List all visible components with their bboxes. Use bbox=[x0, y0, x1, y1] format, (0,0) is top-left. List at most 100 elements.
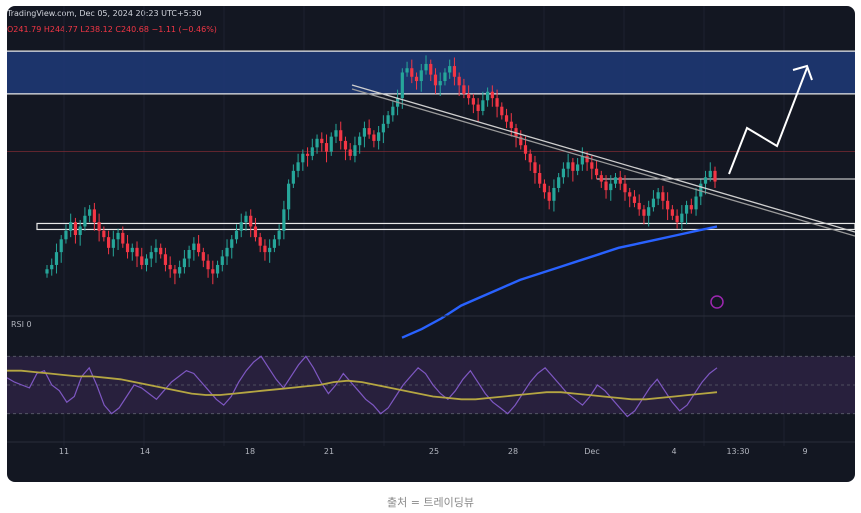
x-tick-label: 4 bbox=[671, 447, 676, 456]
projection-arrow bbox=[728, 67, 808, 175]
candle-body bbox=[576, 164, 580, 171]
candle-body bbox=[377, 132, 381, 141]
candle-body bbox=[244, 215, 248, 223]
candle-body bbox=[106, 237, 111, 248]
candle-body bbox=[680, 213, 684, 223]
candle-body bbox=[343, 140, 348, 150]
candle-body bbox=[599, 175, 603, 182]
chart-source-header: TradingView.com, Dec 05, 2024 20:23 UTC+… bbox=[7, 9, 367, 23]
candle-body bbox=[258, 237, 262, 246]
candle-body bbox=[187, 249, 191, 259]
candle-body bbox=[201, 252, 205, 261]
candle-body bbox=[433, 74, 438, 86]
candle-body bbox=[504, 115, 509, 122]
candle-body bbox=[324, 143, 329, 152]
candle-body bbox=[45, 269, 49, 274]
candle-body bbox=[353, 145, 357, 156]
candle-body bbox=[135, 247, 139, 257]
candle-body bbox=[64, 230, 68, 240]
candle-body bbox=[192, 243, 196, 250]
x-tick-label: 21 bbox=[324, 447, 334, 456]
candle-body bbox=[168, 264, 172, 270]
candle-body bbox=[296, 162, 300, 171]
candle-body bbox=[315, 138, 319, 148]
candle-body bbox=[509, 121, 513, 129]
x-tick-label: 28 bbox=[508, 447, 518, 456]
candle-body bbox=[173, 269, 177, 274]
candle-body bbox=[234, 230, 239, 240]
candle-body bbox=[604, 181, 608, 191]
candle-body bbox=[628, 192, 632, 197]
candle-body bbox=[438, 81, 442, 86]
candle-body bbox=[647, 207, 651, 216]
support-band bbox=[36, 222, 855, 231]
price-chart-svg: 11 14 18 21 25 28 Dec 4 13:30 9 bbox=[7, 6, 855, 456]
candle-body bbox=[272, 239, 277, 248]
candle-body bbox=[282, 209, 286, 231]
candle-body bbox=[163, 254, 168, 265]
candle-body bbox=[684, 205, 689, 214]
candle-body bbox=[83, 215, 87, 227]
candle-body bbox=[561, 168, 565, 178]
candle-body bbox=[462, 85, 466, 94]
candle-body bbox=[277, 230, 281, 240]
candle-body bbox=[206, 260, 210, 270]
candle-body bbox=[386, 115, 390, 124]
candle-body bbox=[144, 258, 149, 265]
candle-body bbox=[571, 162, 575, 171]
image-caption: 출처 = 트레이딩뷰 bbox=[386, 496, 475, 509]
candle-body bbox=[448, 66, 452, 73]
candle-body bbox=[310, 147, 314, 156]
candle-body bbox=[59, 239, 63, 253]
candle-body bbox=[618, 177, 622, 184]
candle-body bbox=[566, 162, 570, 169]
candle-body bbox=[471, 98, 475, 105]
candle-body bbox=[239, 222, 243, 231]
candle-body bbox=[557, 177, 561, 188]
candle-body bbox=[197, 243, 201, 253]
candle-body bbox=[140, 256, 144, 265]
candle-body bbox=[88, 209, 92, 216]
candle-body bbox=[111, 239, 115, 248]
candle-body bbox=[125, 243, 130, 253]
candle-body bbox=[429, 63, 433, 75]
candle-body bbox=[121, 232, 125, 244]
candle-body bbox=[485, 91, 490, 101]
x-tick-label: 25 bbox=[429, 447, 439, 456]
candle-body bbox=[301, 153, 305, 163]
candle-body bbox=[268, 247, 272, 253]
candle-body bbox=[149, 252, 153, 259]
candle-body bbox=[443, 72, 447, 82]
candle-body bbox=[580, 155, 584, 165]
x-tick-label: 11 bbox=[59, 447, 69, 456]
x-tick-label: Dec bbox=[584, 447, 599, 456]
candle-body bbox=[694, 196, 698, 210]
candle-body bbox=[220, 256, 224, 265]
candle-body bbox=[69, 222, 73, 231]
candle-body bbox=[50, 264, 54, 270]
candle-body bbox=[348, 149, 352, 156]
candle-body bbox=[78, 226, 82, 236]
event-marker-icon bbox=[710, 295, 724, 309]
source-text: TradingView.com, Dec 05, 2024 20:23 UTC+… bbox=[7, 9, 202, 18]
candle-body bbox=[609, 183, 613, 191]
rsi-pane-title: RSI 0 bbox=[11, 320, 32, 329]
candle-body bbox=[457, 76, 461, 86]
candle-body bbox=[699, 183, 703, 197]
candle-body bbox=[500, 106, 504, 116]
candle-body bbox=[519, 136, 523, 146]
candle-body bbox=[154, 247, 158, 253]
candle-body bbox=[230, 239, 234, 248]
candle-body bbox=[632, 196, 637, 203]
candle-body bbox=[339, 130, 343, 141]
candle-body bbox=[211, 269, 215, 274]
candle-body bbox=[92, 209, 96, 223]
projection-arrowhead bbox=[792, 64, 813, 81]
candle-body bbox=[225, 247, 229, 257]
candle-body bbox=[414, 76, 419, 82]
candle-body bbox=[623, 183, 627, 193]
candle-body bbox=[372, 134, 376, 141]
candle-body bbox=[642, 209, 646, 216]
candle-body bbox=[552, 187, 556, 201]
candle-body bbox=[73, 222, 78, 236]
